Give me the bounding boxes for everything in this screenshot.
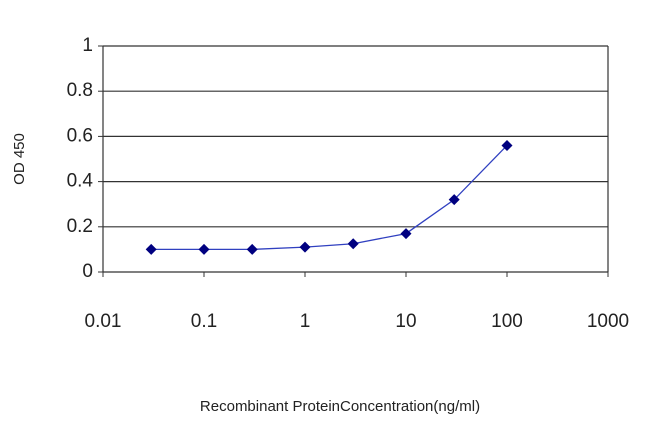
x-tick-label: 100	[491, 311, 523, 332]
x-tick-label: 0.01	[85, 311, 122, 332]
y-tick-label: 0.4	[67, 171, 94, 192]
marker	[501, 139, 513, 151]
x-tick-label: 0.1	[191, 311, 217, 332]
marker	[246, 243, 258, 255]
x-tick-label: 1000	[587, 311, 629, 332]
x-axis-title: Recombinant ProteinConcentration(ng/ml)	[200, 398, 480, 415]
marker	[145, 243, 157, 255]
marker	[448, 194, 460, 206]
x-tick-label: 10	[395, 311, 416, 332]
y-axis-title: OD 450	[11, 133, 28, 185]
x-tick-label: 1	[300, 311, 311, 332]
marker	[198, 243, 210, 255]
marker	[299, 241, 311, 253]
series-line	[151, 144, 508, 251]
y-tick-label: 0	[82, 261, 93, 282]
y-tick-label: 1	[82, 35, 93, 56]
y-tick-label: 0.6	[67, 125, 93, 146]
marker	[347, 238, 359, 250]
y-tick-label: 0.2	[67, 216, 93, 237]
y-tick-label: 0.8	[67, 80, 93, 101]
marker	[400, 228, 412, 240]
